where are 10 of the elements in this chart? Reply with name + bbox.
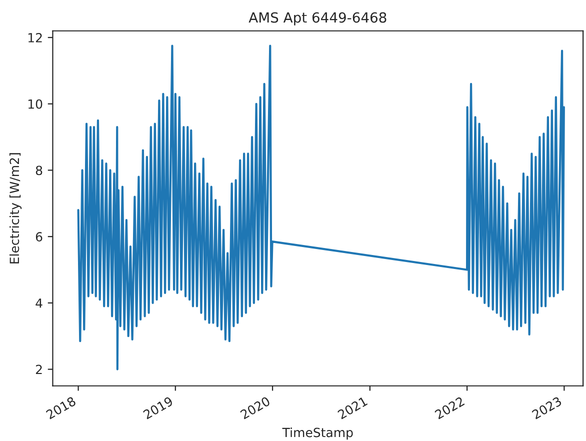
- y-tick-label: 12: [28, 32, 42, 42]
- y-tick-label: 8: [36, 166, 42, 176]
- y-axis-title: Electricity [W/m2]: [9, 153, 22, 264]
- y-tick-label: 10: [28, 99, 42, 109]
- line-series: [77, 44, 565, 370]
- y-tick-label: 4: [36, 298, 42, 308]
- y-tick-label: 2: [36, 364, 42, 374]
- chart-title: AMS Apt 6449-6468: [248, 12, 386, 26]
- y-tick-label: 6: [36, 232, 42, 242]
- x-axis-title: TimeStamp: [282, 428, 353, 440]
